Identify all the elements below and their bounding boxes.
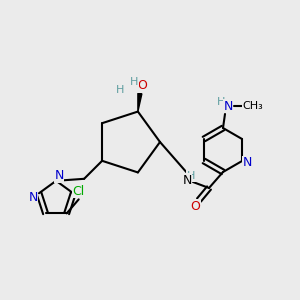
Text: H: H [116, 85, 124, 94]
Text: N: N [242, 157, 252, 169]
Text: O: O [137, 79, 147, 92]
Text: N: N [28, 191, 38, 204]
Text: N: N [54, 169, 64, 182]
Text: H: H [130, 76, 138, 87]
Text: H: H [187, 171, 195, 181]
Text: CH₃: CH₃ [243, 101, 263, 111]
Text: O: O [190, 200, 200, 212]
Text: N: N [223, 100, 233, 112]
Text: Cl: Cl [73, 185, 85, 198]
Text: H: H [217, 97, 225, 107]
Polygon shape [138, 93, 142, 112]
Text: N: N [182, 173, 192, 187]
